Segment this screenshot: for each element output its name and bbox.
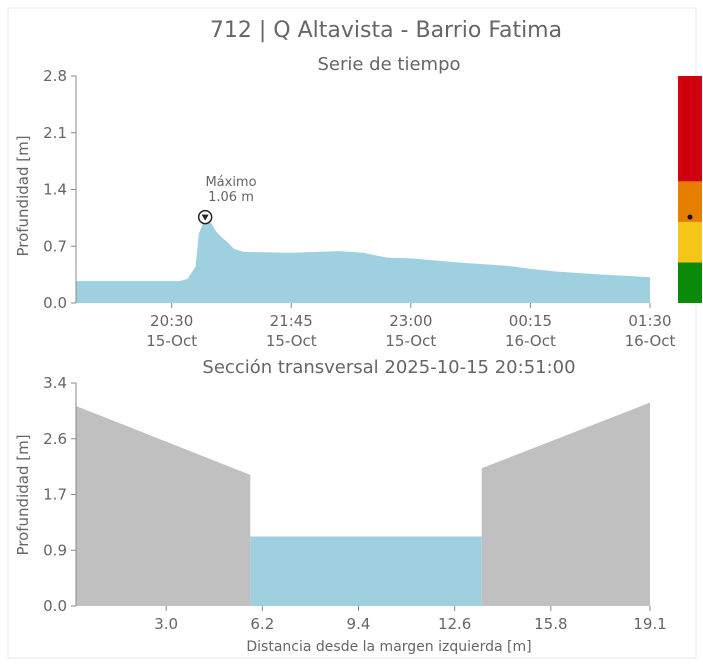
- left-bank: [76, 405, 251, 606]
- x-tick-time-label: 21:45: [270, 312, 313, 330]
- right-bank: [481, 402, 650, 606]
- cross-section-xlabel: Distancia desde la margen izquierda [m]: [246, 639, 531, 655]
- y-tick-label: 0.0: [43, 597, 67, 615]
- max-marker-arrow: [201, 214, 209, 221]
- time-series-ylabel: Profundidad [m]: [14, 135, 32, 256]
- y-tick-label: 2.6: [43, 430, 67, 448]
- level-bar-current-dot: [687, 214, 693, 220]
- x-tick-label: 15.8: [534, 615, 567, 633]
- max-annotation-label: Máximo: [205, 175, 256, 190]
- y-tick-label: 0.0: [43, 294, 67, 312]
- x-tick-time-label: 01:30: [628, 312, 671, 330]
- x-tick-date-label: 15-Oct: [146, 332, 197, 350]
- x-tick-date-label: 16-Oct: [625, 332, 676, 350]
- x-tick-date-label: 16-Oct: [505, 332, 556, 350]
- x-tick-label: 19.1: [633, 615, 666, 633]
- level-bar-segment: [678, 76, 702, 182]
- x-tick-label: 3.0: [154, 615, 178, 633]
- y-tick-label: 0.9: [43, 541, 67, 559]
- y-tick-label: 3.4: [43, 374, 67, 392]
- time-series-plot: 0.0 0.7 1.4 2.1 2.8 20:30 15-Oct 21:45 15-Oct 23:…: [43, 67, 702, 350]
- y-tick-label: 2.8: [43, 67, 67, 85]
- cross-section-title: Sección transversal 2025-10-15 20:51:00: [202, 357, 575, 378]
- x-tick-time-label: 00:15: [509, 312, 552, 330]
- cross-section-plot: 0.0 0.9 1.7 2.6 3.4 3.0 6.2 9.4 12.6 15.8 19.1: [43, 374, 667, 633]
- y-tick-label: 0.7: [43, 237, 67, 255]
- level-bar-segment: [678, 262, 702, 303]
- x-tick-time-label: 23:00: [389, 312, 432, 330]
- time-series-title: Serie de tiempo: [317, 54, 460, 75]
- water-section: [250, 536, 482, 606]
- cross-section-ylabel: Profundidad [m]: [14, 434, 32, 555]
- depth-area-series: [76, 217, 650, 303]
- y-tick-label: 2.1: [43, 124, 67, 142]
- level-bar-segment: [678, 221, 702, 263]
- x-tick-label: 9.4: [347, 615, 371, 633]
- figure-title: 712 | Q Altavista - Barrio Fatima: [210, 18, 562, 43]
- x-tick-time-label: 20:30: [150, 312, 193, 330]
- x-tick-label: 12.6: [438, 615, 471, 633]
- max-annotation-value: 1.06 m: [208, 190, 254, 205]
- y-tick-label: 1.7: [43, 486, 67, 504]
- x-tick-date-label: 15-Oct: [385, 332, 436, 350]
- x-tick-label: 6.2: [250, 615, 274, 633]
- x-tick-date-label: 15-Oct: [266, 332, 317, 350]
- y-tick-label: 1.4: [43, 181, 67, 199]
